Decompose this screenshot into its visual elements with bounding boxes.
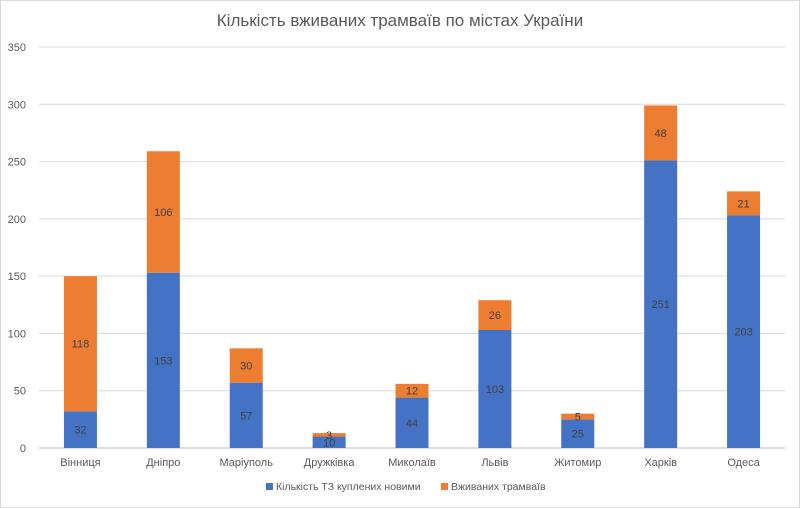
x-category-label: Вінниця [60, 457, 100, 469]
chart-title: Кількість вживаних трамваїв по містах Ук… [217, 11, 583, 30]
bar-used [395, 383, 429, 398]
data-labels: 32 118 153 106 57 30 103 44 12 103 26 25 5 251 48 203 21 [72, 128, 753, 449]
y-tick-label: 200 [8, 214, 26, 226]
x-category-label: Одеса [727, 457, 760, 469]
y-tick-label: 250 [8, 157, 26, 169]
x-axis-categories: Вінниця Дніпро Маріуполь Дружківка Миколаїв Л… [60, 457, 760, 469]
data-label: 30 [240, 361, 252, 373]
bar-used [63, 276, 97, 412]
bar-used [478, 300, 512, 330]
x-category-label: Харків [644, 457, 677, 469]
data-label: 106 [154, 207, 172, 219]
data-label: 3 [326, 430, 332, 442]
bar-used [229, 348, 263, 383]
legend-label: Кількість ТЗ куплених новими [276, 481, 421, 493]
y-tick-label: 300 [8, 99, 26, 111]
y-axis-ticks: 0 50 100 150 200 250 300 350 [8, 42, 26, 455]
legend-swatch-new [266, 483, 273, 490]
bar-used [561, 413, 595, 420]
bar-used [146, 151, 180, 273]
data-label: 5 [575, 411, 581, 423]
y-tick-label: 100 [8, 328, 26, 340]
bar-new [727, 215, 761, 448]
bar-new [63, 411, 97, 448]
bar-used [644, 105, 678, 161]
bar-used [727, 191, 761, 216]
x-category-label: Львів [481, 457, 508, 469]
legend: Кількість ТЗ куплених новими Вживаних тра… [266, 481, 546, 493]
data-label: 118 [72, 339, 90, 351]
bar-new [561, 419, 595, 448]
data-label: 25 [572, 429, 584, 441]
y-tick-label: 350 [8, 42, 26, 54]
bar-new [229, 382, 263, 448]
y-tick-label: 50 [14, 386, 26, 398]
x-category-label: Житомир [554, 457, 601, 469]
bar-used [312, 433, 346, 437]
y-tick-label: 0 [20, 443, 26, 455]
data-label: 251 [651, 299, 669, 311]
bar-new [478, 329, 512, 448]
data-label: 32 [74, 425, 86, 437]
bars [63, 105, 761, 448]
x-category-label: Миколаїв [388, 457, 436, 469]
bar-new [644, 160, 678, 448]
x-category-label: Маріуполь [219, 457, 273, 469]
data-label: 44 [406, 418, 418, 430]
data-label: 203 [734, 327, 752, 339]
data-label: 21 [737, 198, 749, 210]
bar-new [312, 436, 346, 448]
data-label: 153 [154, 355, 172, 367]
data-label: 48 [655, 128, 667, 140]
data-label: 12 [406, 386, 418, 398]
y-tick-label: 150 [8, 271, 26, 283]
legend-swatch-used [441, 483, 448, 490]
x-category-label: Дружківка [304, 457, 356, 469]
data-label: 10 [323, 437, 335, 449]
data-label: 103 [486, 384, 504, 396]
legend-label: Вживаних трамваїв [451, 481, 546, 493]
x-category-label: Дніпро [146, 457, 180, 469]
data-label: 26 [489, 310, 501, 322]
bar-new [395, 397, 429, 448]
data-label: 57 [240, 410, 252, 422]
bar-new [146, 272, 180, 448]
